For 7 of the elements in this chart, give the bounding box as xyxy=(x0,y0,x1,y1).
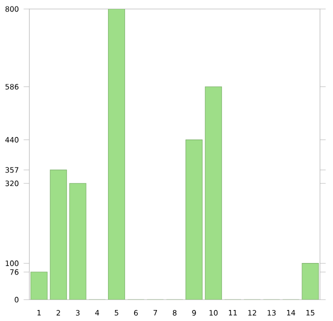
bar xyxy=(108,9,125,300)
bar xyxy=(30,272,48,300)
bar xyxy=(205,86,222,300)
bar xyxy=(50,170,67,300)
bar xyxy=(186,140,202,300)
bar xyxy=(70,183,86,300)
bar xyxy=(302,263,319,300)
